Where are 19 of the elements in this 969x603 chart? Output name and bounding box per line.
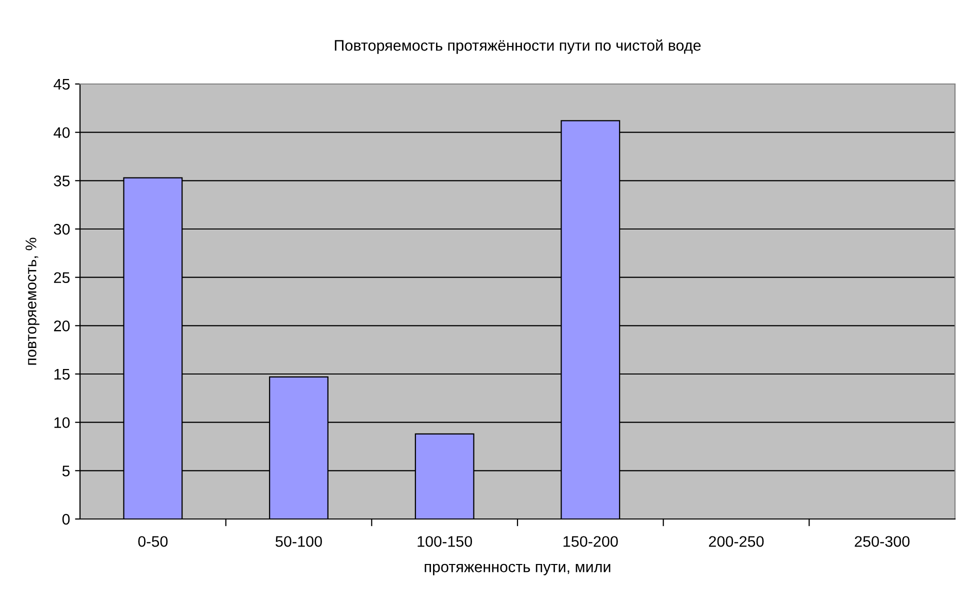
y-tick-label: 40 bbox=[54, 127, 70, 138]
x-axis-title: протяженность пути, мили bbox=[424, 564, 610, 576]
y-tick-label: 15 bbox=[54, 369, 70, 380]
y-tick-label: 10 bbox=[54, 417, 70, 428]
x-tick-label: 200-250 bbox=[708, 536, 764, 547]
x-tick-label: 250-300 bbox=[854, 536, 910, 547]
y-axis-title: повторяемость, % bbox=[26, 238, 40, 365]
y-tick-label: 30 bbox=[54, 224, 70, 235]
y-tick-label: 0 bbox=[62, 514, 70, 525]
y-tick-label: 35 bbox=[54, 176, 70, 186]
x-tick-label: 100-150 bbox=[418, 536, 472, 547]
y-tick-label: 25 bbox=[54, 272, 70, 284]
x-tick-label: 50-100 bbox=[276, 536, 322, 547]
chart-title: Повторяемость протяжённости пути по чистой воде bbox=[334, 39, 701, 54]
y-tick-label: 20 bbox=[54, 320, 70, 332]
x-tick-label: 0-50 bbox=[138, 536, 168, 547]
y-tick-label: 45 bbox=[54, 79, 70, 90]
y-tick-label: 5 bbox=[62, 466, 70, 476]
x-tick-label: 150-200 bbox=[564, 536, 618, 547]
